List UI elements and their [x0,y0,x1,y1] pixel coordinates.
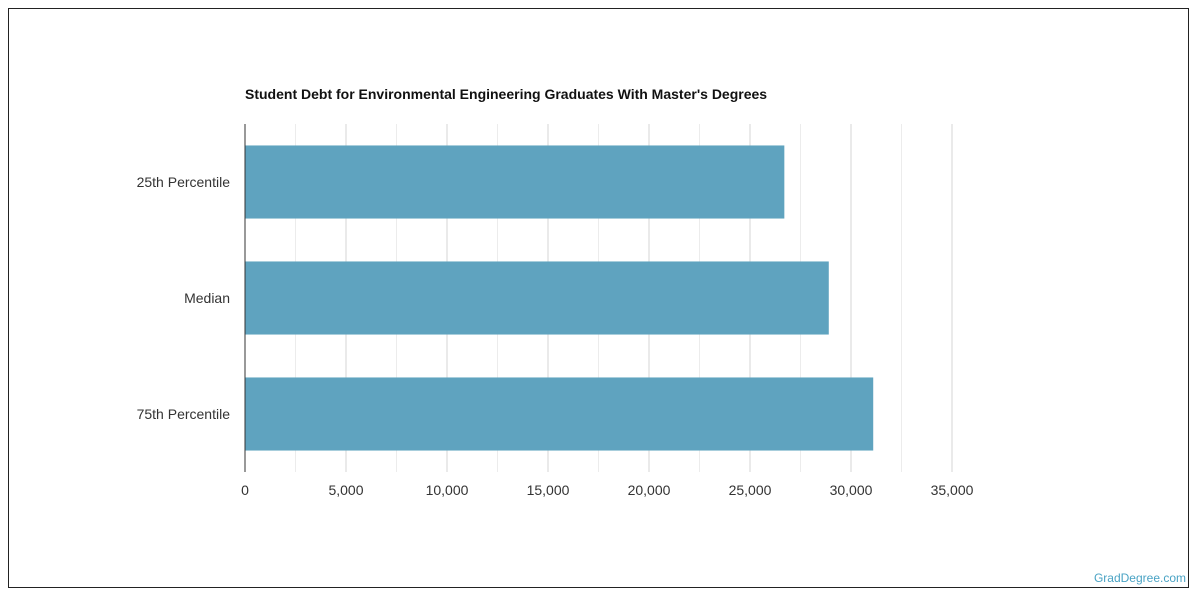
x-tick-label: 0 [241,482,249,498]
x-tick-label: 20,000 [628,482,671,498]
source-watermark[interactable]: GradDegree.com [1093,571,1186,585]
category-labels: 25th Percentile Median 75th Percentile [137,174,231,422]
bar[interactable] [245,261,829,335]
bar[interactable] [245,377,874,451]
x-tick-label: 25,000 [729,482,772,498]
x-tick-label: 5,000 [328,482,363,498]
category-label: 75th Percentile [137,406,231,422]
x-tick-label: 35,000 [931,482,974,498]
x-tick-label: 15,000 [527,482,570,498]
bar[interactable] [245,145,785,219]
x-tick-labels: 0 5,000 10,000 15,000 20,000 25,000 30,000 35,0… [241,482,974,498]
x-tick-label: 30,000 [830,482,873,498]
chart-title: Student Debt for Environmental Engineeri… [245,86,767,102]
x-tick-label: 10,000 [426,482,469,498]
category-label: 25th Percentile [137,174,231,190]
category-label: Median [184,290,230,306]
bars [245,145,874,451]
